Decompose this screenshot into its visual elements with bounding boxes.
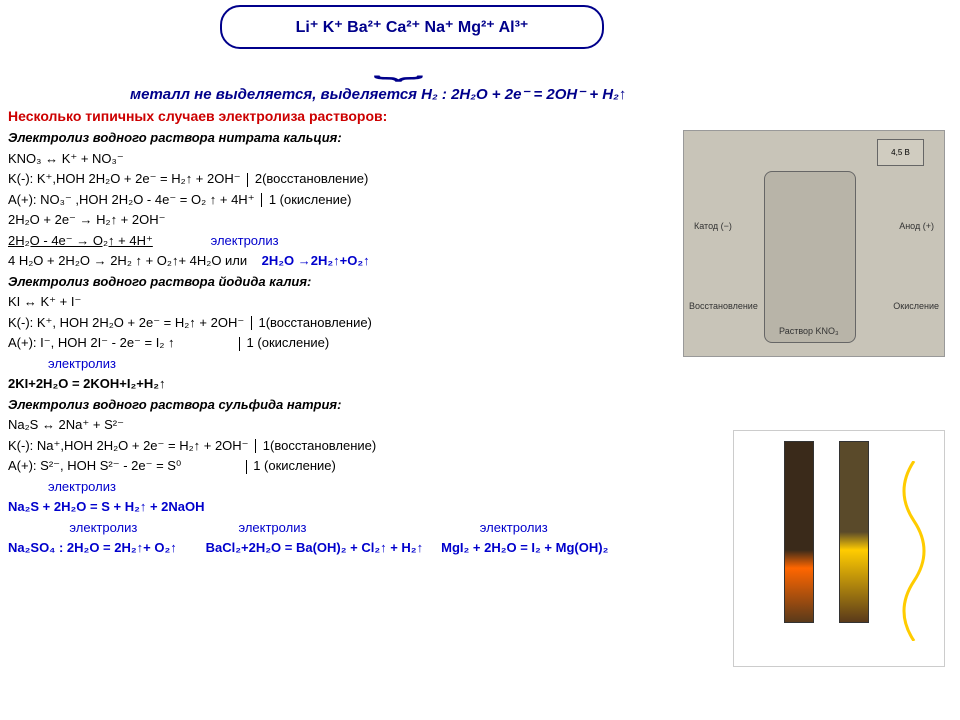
s3-eq1: Na₂S ↔ 2Na⁺ + S²⁻ xyxy=(8,415,608,435)
wave-decoration xyxy=(894,461,934,641)
solution-label: Раствор KNO₃ xyxy=(779,326,839,336)
s3-a: A(+): S²⁻, HOH S²⁻ - 2e⁻ = S⁰ 1 (окислен… xyxy=(8,456,608,476)
s2-eq1: KI ↔ K⁺ + I⁻ xyxy=(8,292,608,312)
s1-eq4: 4 H₂O + 2H₂O → 2H₂ ↑ + O₂↑+ 4H₂O или 2H₂… xyxy=(8,251,608,271)
s3-eq2: Na₂S + 2H₂O = S + H₂↑ + 2NaOH xyxy=(8,497,608,517)
electrolysis-diagram: 4,5 В Катод (−) Анод (+) Восстановление … xyxy=(683,130,945,357)
ion-series: Li⁺ K⁺ Ba²⁺ Ca²⁺ Na⁺ Mg²⁺ Al³⁺ xyxy=(296,17,529,37)
section3-title: Электролиз водного раствора сульфида нат… xyxy=(8,395,608,415)
bottom-eqs: Na₂SO₄ : 2H₂O = 2H₂↑+ O₂↑ BaCl₂+2H₂O = B… xyxy=(8,538,608,558)
brace-icon: ⏟ xyxy=(373,48,423,81)
battery-label: 4,5 В xyxy=(877,139,924,166)
s1-a: A(+): NO₃⁻ ,HOH 2H₂O - 4e⁻ = O₂ ↑ + 4H⁺ … xyxy=(8,190,608,210)
test-tube-1 xyxy=(784,441,814,623)
s1-eq1: KNO₃ ↔ K⁺ + NO₃⁻ xyxy=(8,149,608,169)
s2-label: электролиз xyxy=(48,354,608,374)
cathode-label: Катод (−) xyxy=(694,221,732,231)
s1-k: K(-): K⁺,HOH 2H₂O + 2e⁻ = H₂↑ + 2OH⁻ 2(в… xyxy=(8,169,608,189)
red-heading: Несколько типичных случаев электролиза р… xyxy=(8,108,387,124)
content-area: Электролиз водного раствора нитрата каль… xyxy=(8,128,608,559)
ion-series-box: Li⁺ K⁺ Ba²⁺ Ca²⁺ Na⁺ Mg²⁺ Al³⁺ xyxy=(220,5,604,49)
s1-eq2: 2H₂O + 2e⁻ → H₂↑ + 2OH⁻ xyxy=(8,210,608,230)
s1-eq3: 2H₂O - 4e⁻ → O₂↑ + 4H⁺ электролиз xyxy=(8,231,608,251)
bottom-labels: электролиз электролиз электролиз xyxy=(8,518,608,538)
reduction-label: Восстановление xyxy=(689,301,758,311)
electrolysis-cell xyxy=(764,171,856,343)
s2-eq2: 2KI+2H₂O = 2KOH+I₂+H₂↑ xyxy=(8,374,608,394)
s2-k: K(-): K⁺, HOH 2H₂O + 2e⁻ = H₂↑ + 2OH⁻ 1(… xyxy=(8,313,608,333)
test-tube-2 xyxy=(839,441,869,623)
test-tubes-photo xyxy=(733,430,945,667)
oxidation-label: Окисление xyxy=(893,301,939,311)
section1-title: Электролиз водного раствора нитрата каль… xyxy=(8,128,608,148)
main-rule: металл не выделяется, выделяется H₂ : 2H… xyxy=(130,85,626,103)
section2-title: Электролиз водного раствора йодида калия… xyxy=(8,272,608,292)
s3-label: электролиз xyxy=(48,477,608,497)
s2-a: A(+): I⁻, HOH 2I⁻ - 2e⁻ = I₂ ↑ 1 (окисле… xyxy=(8,333,608,353)
s3-k: K(-): Na⁺,HOH 2H₂O + 2e⁻ = H₂↑ + 2OH⁻ 1(… xyxy=(8,436,608,456)
anode-label: Анод (+) xyxy=(899,221,934,231)
